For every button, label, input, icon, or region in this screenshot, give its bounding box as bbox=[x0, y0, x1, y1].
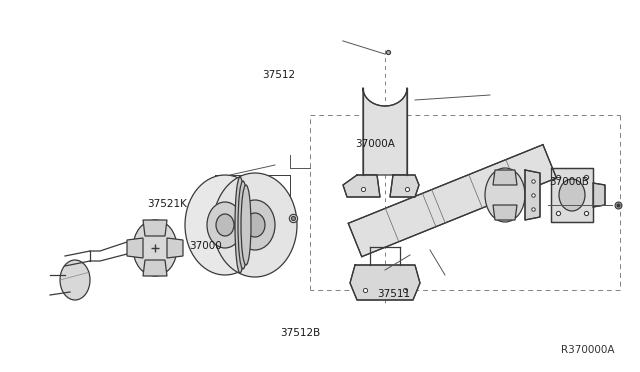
Polygon shape bbox=[350, 265, 420, 300]
Polygon shape bbox=[143, 220, 167, 236]
Polygon shape bbox=[348, 145, 556, 257]
Polygon shape bbox=[343, 175, 380, 197]
Ellipse shape bbox=[241, 185, 251, 265]
Polygon shape bbox=[493, 170, 517, 185]
Polygon shape bbox=[493, 205, 517, 220]
Text: 37000A: 37000A bbox=[355, 140, 395, 149]
Text: 37000B: 37000B bbox=[549, 177, 589, 186]
Polygon shape bbox=[363, 88, 407, 175]
Text: R370000A: R370000A bbox=[561, 345, 614, 355]
Ellipse shape bbox=[213, 173, 297, 277]
Ellipse shape bbox=[216, 214, 234, 236]
Ellipse shape bbox=[235, 200, 275, 250]
Text: 37511: 37511 bbox=[378, 289, 411, 299]
Polygon shape bbox=[551, 168, 593, 222]
Ellipse shape bbox=[207, 202, 243, 248]
Text: 37521K: 37521K bbox=[147, 199, 187, 209]
Polygon shape bbox=[167, 238, 183, 258]
Ellipse shape bbox=[60, 260, 90, 300]
Polygon shape bbox=[143, 260, 167, 276]
Ellipse shape bbox=[559, 179, 585, 211]
Text: 37512B: 37512B bbox=[280, 328, 321, 338]
Ellipse shape bbox=[485, 168, 525, 222]
Ellipse shape bbox=[185, 175, 265, 275]
Ellipse shape bbox=[133, 220, 177, 276]
Ellipse shape bbox=[235, 177, 245, 273]
Text: 37512: 37512 bbox=[262, 70, 296, 80]
Text: 37000: 37000 bbox=[189, 241, 221, 250]
Polygon shape bbox=[127, 238, 143, 258]
Polygon shape bbox=[525, 170, 540, 220]
Polygon shape bbox=[593, 183, 605, 207]
Ellipse shape bbox=[245, 213, 265, 237]
Polygon shape bbox=[390, 175, 419, 197]
Ellipse shape bbox=[238, 181, 248, 269]
